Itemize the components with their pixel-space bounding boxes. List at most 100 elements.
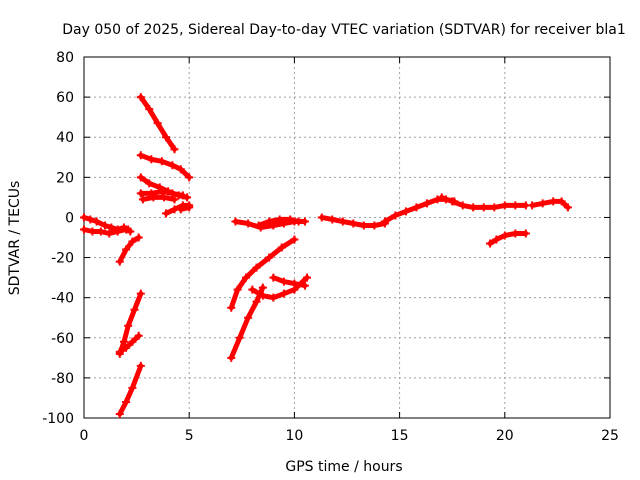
data-point [549, 197, 558, 206]
data-point [391, 211, 400, 220]
chart-title: Day 050 of 2025, Sidereal Day-to-day VTE… [62, 22, 625, 38]
data-point [469, 203, 478, 212]
data-point [96, 227, 105, 236]
data-point [317, 213, 326, 222]
data-track [437, 193, 530, 212]
data-point [370, 221, 379, 230]
data-point [136, 289, 145, 298]
data-point [128, 383, 137, 392]
data-point [124, 321, 133, 330]
data-point [252, 297, 261, 306]
data-point [290, 235, 299, 244]
data-point [128, 237, 137, 246]
data-point [286, 215, 295, 224]
y-tick-label: -100 [42, 411, 74, 427]
data-point [275, 215, 284, 224]
data-point [479, 203, 488, 212]
data-point [170, 145, 179, 154]
y-tick-label: 80 [56, 50, 74, 66]
data-point [136, 151, 145, 160]
data-point [492, 235, 501, 244]
data-point [115, 257, 124, 266]
data-track-line [140, 194, 177, 202]
data-point [433, 195, 442, 204]
y-tick-label: 40 [56, 130, 74, 146]
data-point [437, 193, 446, 202]
x-tick-label: 15 [391, 428, 409, 444]
y-tick-label: 20 [56, 170, 74, 186]
data-track [227, 283, 267, 362]
data-point [122, 225, 131, 234]
data-point [563, 203, 572, 212]
data-point [115, 349, 124, 358]
data-track [486, 229, 530, 248]
data-point [86, 215, 95, 224]
data-point [170, 195, 179, 204]
data-track [138, 193, 179, 204]
data-track [162, 201, 194, 218]
data-point [168, 161, 177, 170]
data-point [244, 219, 253, 228]
data-point [159, 193, 168, 202]
data-point [511, 229, 520, 238]
data-point [153, 119, 162, 128]
data-track [115, 361, 145, 418]
data-track [269, 273, 309, 290]
data-point [92, 217, 101, 226]
data-point [138, 195, 147, 204]
data-point [258, 283, 267, 292]
data-point [134, 233, 143, 242]
y-tick-label: 0 [65, 210, 74, 226]
data-point [168, 189, 177, 198]
data-point [258, 291, 267, 300]
x-tick-label: 10 [285, 428, 303, 444]
y-tick-label: -40 [51, 291, 74, 307]
x-tick-label: 20 [496, 428, 514, 444]
data-point [303, 273, 312, 282]
y-tick-label: -80 [51, 371, 74, 387]
data-track-line [270, 275, 308, 289]
data-point [113, 227, 122, 236]
data-point [557, 197, 566, 206]
data-point [80, 213, 88, 222]
data-point [134, 331, 143, 340]
data-point [279, 277, 288, 286]
data-point [244, 313, 253, 322]
data-point [277, 243, 286, 252]
y-tick-label: -60 [51, 331, 74, 347]
data-point [145, 105, 154, 114]
data-point [412, 203, 421, 212]
data-point [538, 199, 547, 208]
data-track-line [117, 363, 144, 417]
data-point [500, 201, 509, 210]
data-point [338, 217, 347, 226]
data-point [157, 157, 166, 166]
data-point [185, 173, 194, 182]
data-point [269, 273, 278, 282]
data-point [227, 353, 236, 362]
data-point [176, 165, 185, 174]
data-track [528, 197, 572, 212]
data-point [231, 217, 240, 226]
data-point [528, 201, 537, 210]
data-series [80, 93, 572, 418]
data-point [122, 397, 131, 406]
data-point [88, 227, 97, 236]
data-track [115, 233, 143, 266]
data-point [359, 221, 368, 230]
data-point [500, 231, 509, 240]
data-point [80, 225, 88, 234]
data-point [107, 223, 116, 232]
data-point [254, 221, 263, 230]
data-point [269, 293, 278, 302]
data-point [265, 217, 274, 226]
data-point [185, 203, 194, 212]
data-point [294, 217, 303, 226]
x-tick-label: 25 [601, 428, 619, 444]
data-point [149, 193, 158, 202]
data-track [80, 225, 131, 238]
data-point [157, 187, 166, 196]
y-axis-label: SDTVAR / TECUs [7, 181, 23, 296]
data-point [145, 179, 154, 188]
data-track-line [117, 235, 142, 265]
